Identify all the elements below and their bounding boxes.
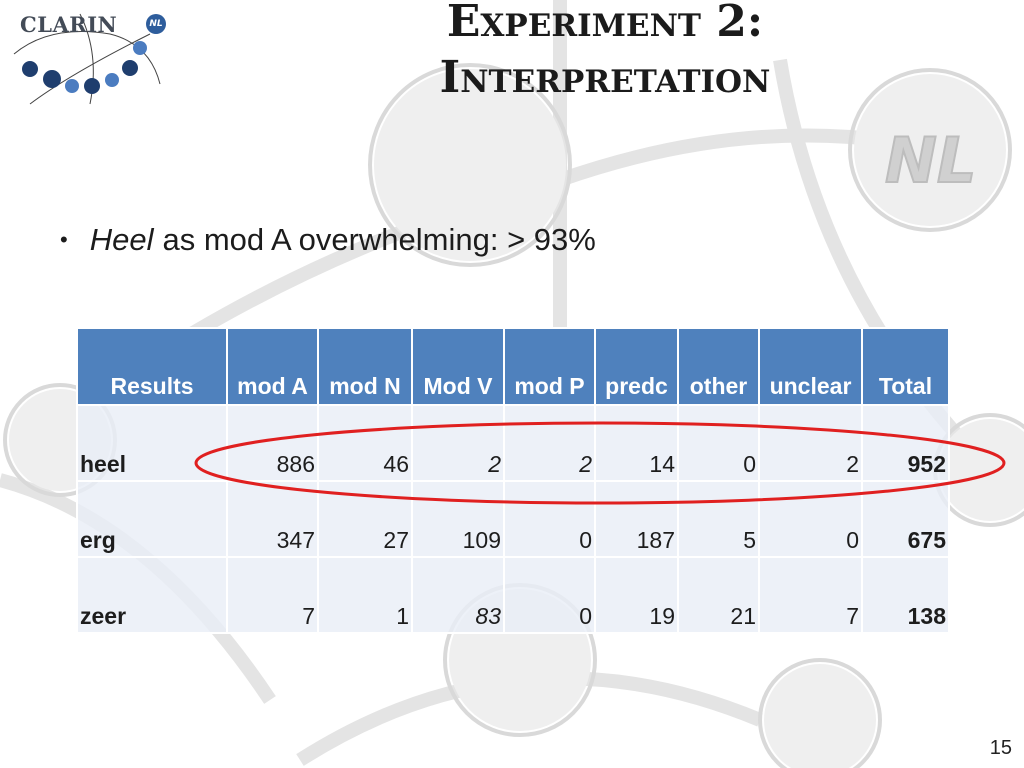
table-cell: 2 <box>503 404 596 482</box>
table-cell: 187 <box>594 480 679 558</box>
table-cell: 21 <box>677 556 760 634</box>
table-cell: 0 <box>503 480 596 558</box>
header-total: Total <box>861 327 950 406</box>
row-label: erg <box>76 480 228 558</box>
table-row-heel: heel 886 46 2 2 14 0 2 952 <box>76 404 950 482</box>
table-cell: 19 <box>594 556 679 634</box>
bullet-point: • Heel as mod A overwhelming: > 93% <box>60 222 596 258</box>
header-mod-a: mod A <box>226 327 319 406</box>
table-cell: 0 <box>677 404 760 482</box>
results-table: Results mod A mod N Mod V mod P predc ot… <box>76 327 950 634</box>
bullet-dot-icon: • <box>60 227 68 252</box>
logo-badge: NL <box>146 14 166 34</box>
clarin-nl-logo: CLARIN NL <box>10 4 170 108</box>
table-cell: 5 <box>677 480 760 558</box>
table-cell: 27 <box>317 480 413 558</box>
header-results: Results <box>76 327 228 406</box>
table-cell: 1 <box>317 556 413 634</box>
row-total: 952 <box>861 404 950 482</box>
row-label: heel <box>76 404 228 482</box>
table-cell: 347 <box>226 480 319 558</box>
table-cell: 0 <box>503 556 596 634</box>
table-cell: 886 <box>226 404 319 482</box>
bullet-text: as mod A overwhelming: > 93% <box>162 222 596 257</box>
table-cell: 2 <box>758 404 863 482</box>
logo-text: CLARIN <box>20 12 118 37</box>
table-cell: 2 <box>411 404 505 482</box>
row-total: 138 <box>861 556 950 634</box>
logo-network-icon <box>13 13 161 105</box>
table-row-zeer: zeer 7 1 83 0 19 21 7 138 <box>76 556 950 634</box>
table-cell: 7 <box>226 556 319 634</box>
bullet-italic-word: Heel <box>89 222 154 257</box>
table-header-row: Results mod A mod N Mod V mod P predc ot… <box>76 327 950 406</box>
table-cell: 7 <box>758 556 863 634</box>
table-cell: 14 <box>594 404 679 482</box>
title-line-1: Experiment 2: <box>446 0 764 47</box>
table-row-erg: erg 347 27 109 0 187 5 0 675 <box>76 480 950 558</box>
row-label: zeer <box>76 556 228 634</box>
header-mod-v: Mod V <box>411 327 505 406</box>
slide-title: Experiment 2: Interpretation <box>340 0 870 106</box>
header-mod-n: mod N <box>317 327 413 406</box>
header-predc: predc <box>594 327 679 406</box>
table-cell: 0 <box>758 480 863 558</box>
header-mod-p: mod P <box>503 327 596 406</box>
table-cell: 83 <box>411 556 505 634</box>
header-other: other <box>677 327 760 406</box>
table-cell: 46 <box>317 404 413 482</box>
table-cell: 109 <box>411 480 505 558</box>
page-number: 15 <box>989 737 1012 759</box>
row-total: 675 <box>861 480 950 558</box>
title-line-2: Interpretation <box>439 52 771 103</box>
header-unclear: unclear <box>758 327 863 406</box>
svg-text:NL: NL <box>885 124 976 197</box>
nl-watermark-icon: NL <box>884 123 977 198</box>
